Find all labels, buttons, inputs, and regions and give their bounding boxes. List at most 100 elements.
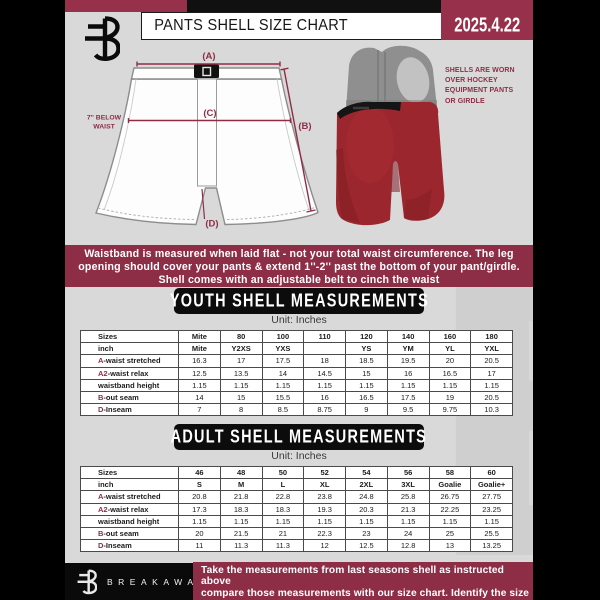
cell: 15 — [345, 366, 388, 380]
table-row: waistband height 1.15 1.15 1.15 1.15 1.15 1.15… — [80, 378, 513, 392]
breakaway-b-logo-icon — [84, 14, 121, 67]
cell: 1.15 — [345, 514, 388, 528]
cell: 12.8 — [386, 539, 430, 553]
footer-instructions: Take the measurements from last seasons … — [193, 562, 533, 600]
cell: 21.3 — [386, 502, 430, 516]
row-label-prefix: A2 — [98, 504, 108, 514]
cell: Y2XS — [219, 342, 263, 356]
cell: 23.25 — [470, 502, 513, 516]
youth-unit-label: Unit: Inches — [271, 314, 327, 326]
cell: 9 — [345, 403, 388, 417]
cell: 46 — [178, 465, 221, 480]
cell: 11 — [178, 539, 221, 553]
cell: L — [261, 478, 305, 492]
cell: 12.5 — [178, 366, 221, 380]
table-row: inch Mite Y2XS YXS YS YM YL YXL — [80, 342, 513, 356]
cell: Mite — [178, 329, 221, 344]
cell: 22.8 — [261, 490, 305, 504]
cell: 24 — [386, 526, 430, 541]
cell: 1.15 — [428, 514, 472, 528]
cell: 8.5 — [261, 403, 305, 417]
cell: 110 — [303, 329, 346, 344]
row-label: Sizes — [80, 329, 179, 344]
cell: 1.15 — [470, 378, 513, 392]
adult-table: Sizes 46 48 50 52 54 56 58 60 inch S M L XL 2XL 3XL Goal… — [80, 465, 513, 553]
cell: YXS — [261, 342, 305, 356]
cell: 9.75 — [428, 403, 472, 417]
cell: 120 — [345, 329, 388, 344]
cell: 19.3 — [303, 502, 346, 516]
row-label: Sizes — [80, 465, 179, 480]
cell: 20.8 — [178, 490, 221, 504]
date-badge: 2025.4.22 — [441, 12, 533, 40]
cell: 60 — [470, 465, 513, 480]
cell: 18.3 — [219, 502, 263, 516]
cell: YXL — [470, 342, 513, 356]
cell: 16 — [303, 390, 346, 405]
cell: 16 — [386, 366, 430, 380]
cell: 180 — [470, 329, 513, 344]
pants-shell-diagram: (A) (B) (C) (D) 7'' BELOW WAIST — [87, 45, 445, 230]
cell: 58 — [428, 465, 472, 480]
cell: 16.5 — [428, 366, 472, 380]
cell: 1.15 — [261, 378, 305, 392]
text-line: OR GIRDLE — [445, 97, 485, 105]
text-line: Waistband is measured when laid flat - n… — [84, 247, 514, 260]
row-label-prefix: B — [98, 393, 104, 403]
cell: 20 — [428, 354, 472, 368]
text-line: SHELLS ARE WORN — [445, 67, 515, 74]
row-label: inch — [80, 478, 179, 492]
cell: YL — [428, 342, 472, 356]
cell: 17.5 — [386, 390, 430, 405]
cell: 1.15 — [386, 378, 430, 392]
measurement-lines — [127, 61, 316, 220]
row-label: A2-waist relax — [80, 366, 179, 380]
row-label: D-Inseam — [80, 539, 179, 553]
diagram-label-c: (C) — [203, 108, 216, 119]
table-row: A2-waist relax 17.3 18.3 18.3 19.3 20.3 21.3 22… — [80, 502, 513, 516]
footer-brand-name: BREAKAWAY — [107, 577, 210, 587]
row-label-prefix: D — [98, 541, 104, 551]
row-label: A2-waist relax — [80, 502, 179, 516]
shorts-outline — [95, 64, 319, 226]
cell: 1.15 — [303, 514, 346, 528]
cell: Goalie — [428, 478, 472, 492]
cell: 17 — [219, 354, 263, 368]
cell: Goalie+ — [470, 478, 513, 492]
page-title-box: PANTS SHELL SIZE CHART — [141, 12, 442, 40]
cell: 1.15 — [219, 378, 263, 392]
row-label-prefix: A — [98, 356, 104, 366]
cell: YS — [345, 342, 388, 356]
cell: 8 — [219, 403, 263, 417]
youth-section-banner: YOUTH SHELL MEASUREMENTS — [169, 288, 427, 314]
cell: 24.8 — [345, 490, 388, 504]
row-label: D-Inseam — [80, 403, 179, 417]
cell: 14 — [178, 390, 221, 405]
cell: 20.5 — [470, 354, 513, 368]
cell: 80 — [219, 329, 263, 344]
cell: 140 — [386, 329, 430, 344]
cell: 8.75 — [303, 403, 346, 417]
cell: 16.5 — [345, 390, 388, 405]
cell: 1.15 — [303, 378, 346, 392]
cell: 7 — [178, 403, 221, 417]
cell: M — [219, 478, 263, 492]
cell: 19.5 — [386, 354, 430, 368]
cell: 50 — [261, 465, 305, 480]
row-label-prefix: A2 — [98, 368, 108, 378]
row-label: B-out seam — [80, 390, 179, 405]
cell: 23 — [345, 526, 388, 541]
cell: 21.8 — [219, 490, 263, 504]
cell: 100 — [261, 329, 305, 344]
cell: 1.15 — [219, 514, 263, 528]
youth-section-title: YOUTH SHELL MEASUREMENTS — [169, 289, 429, 311]
cell: 160 — [428, 329, 472, 344]
cell: 10.3 — [470, 403, 513, 417]
cell: 1.15 — [261, 514, 305, 528]
cell: 25 — [428, 526, 472, 541]
cell: 11.3 — [219, 539, 263, 553]
table-row: Sizes 46 48 50 52 54 56 58 60 — [80, 465, 513, 480]
cell: 25.5 — [470, 526, 513, 541]
diagram-label-d: (D) — [205, 219, 218, 230]
